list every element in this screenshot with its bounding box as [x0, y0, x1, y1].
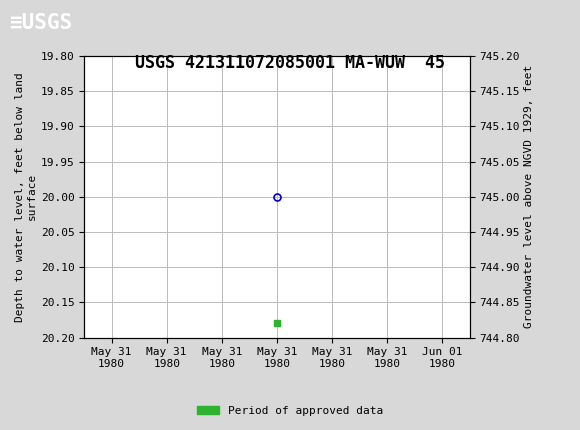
Y-axis label: Depth to water level, feet below land
surface: Depth to water level, feet below land su…: [15, 72, 37, 322]
Text: USGS 421311072085001 MA-WUW  45: USGS 421311072085001 MA-WUW 45: [135, 54, 445, 72]
Y-axis label: Groundwater level above NGVD 1929, feet: Groundwater level above NGVD 1929, feet: [524, 65, 534, 329]
Legend: Period of approved data: Period of approved data: [193, 401, 387, 420]
Text: ≡USGS: ≡USGS: [9, 12, 72, 33]
